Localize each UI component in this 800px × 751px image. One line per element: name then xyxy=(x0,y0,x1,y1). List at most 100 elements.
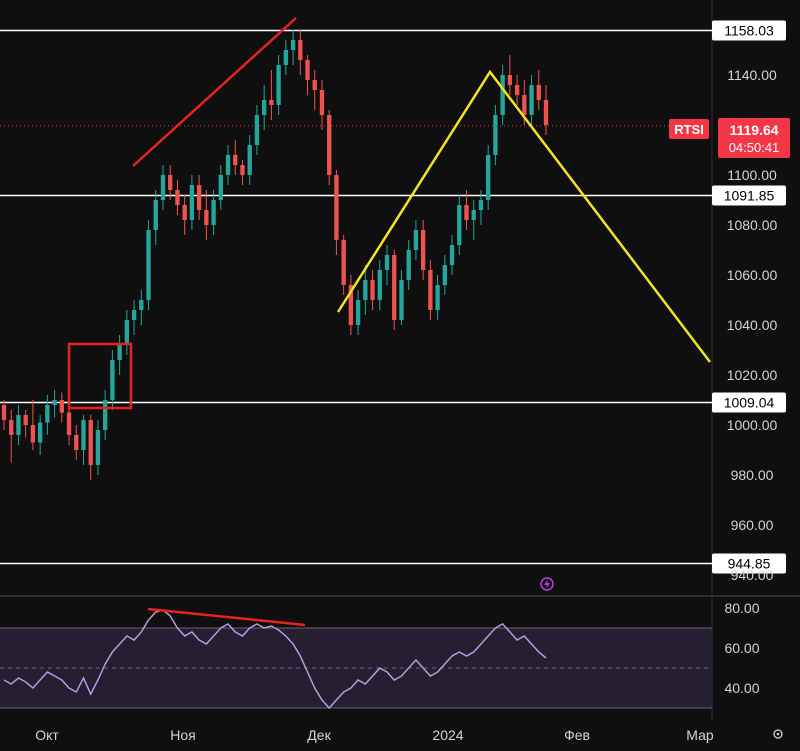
candle-body xyxy=(88,420,93,465)
alert-icon[interactable] xyxy=(540,577,554,591)
level-label: 944.85 xyxy=(728,556,771,572)
candle-body xyxy=(168,175,173,190)
price-tag-bg xyxy=(718,118,790,158)
candle-body xyxy=(182,205,187,220)
candle-body xyxy=(189,185,195,220)
candle-body xyxy=(23,415,28,425)
candle-body xyxy=(478,200,484,210)
candle-body xyxy=(261,100,267,115)
candle-body xyxy=(406,250,411,280)
settings-icon[interactable] xyxy=(773,729,783,739)
candle-body xyxy=(399,280,404,320)
price-tick-label: 1020.00 xyxy=(727,367,778,383)
candle-body xyxy=(507,75,513,85)
price-tick-label: 960.00 xyxy=(731,517,774,533)
candle-body xyxy=(522,95,527,115)
candle-body xyxy=(428,270,433,310)
candle-body xyxy=(341,240,346,285)
price-tick-label: 1140.00 xyxy=(727,67,777,83)
last-price-label: 1119.64 xyxy=(729,122,778,138)
candle-body xyxy=(348,285,354,325)
level-label-bg xyxy=(712,553,786,574)
symbol-tag-label: RTSI xyxy=(674,122,704,137)
candle-body xyxy=(420,230,426,270)
candle-body xyxy=(74,435,79,450)
candle-body xyxy=(153,200,158,230)
candle-body xyxy=(110,360,115,400)
candle-body xyxy=(327,115,332,175)
candle-body xyxy=(45,405,50,423)
rsi-band xyxy=(0,627,712,709)
candle-body xyxy=(370,280,375,300)
rsi-tick-label: 40.00 xyxy=(724,680,759,696)
candle-body xyxy=(319,90,325,115)
level-label-bg xyxy=(712,20,786,41)
candle-body xyxy=(269,100,274,105)
candle-body xyxy=(225,155,231,175)
price-tick-label: 1100.00 xyxy=(727,167,777,183)
candle-body xyxy=(283,50,289,65)
price-tick-label: 1000.00 xyxy=(727,417,778,433)
candle-body xyxy=(486,155,491,200)
level-label: 1091.85 xyxy=(724,188,775,204)
time-tick-label: Ноя xyxy=(170,727,195,743)
level-label-bg xyxy=(712,185,786,206)
price-tick-label: 1040.00 xyxy=(727,317,778,333)
candle-body xyxy=(514,85,520,95)
candle-body xyxy=(117,345,122,360)
candle-body xyxy=(536,85,541,100)
candle-body xyxy=(254,115,260,145)
rsi-tick-label: 80.00 xyxy=(724,600,759,616)
rsi-indicator xyxy=(3,609,547,710)
price-trend-line-red xyxy=(132,17,297,167)
candle-body xyxy=(493,115,498,155)
candle-body xyxy=(543,100,549,125)
candle-body xyxy=(529,85,534,115)
candle-body xyxy=(1,405,7,420)
candle-body xyxy=(9,420,14,435)
candle-body xyxy=(240,165,245,175)
level-label-bg xyxy=(712,392,786,413)
candle-body xyxy=(81,420,86,450)
candle-body xyxy=(211,200,216,225)
countdown-label: 04:50:41 xyxy=(729,140,780,155)
candle-body xyxy=(363,280,368,300)
price-tick-label: 1080.00 xyxy=(727,217,778,233)
candle-body xyxy=(131,310,137,320)
candle-body xyxy=(146,230,151,300)
level-label: 1158.03 xyxy=(724,23,774,39)
candle-body xyxy=(160,175,166,200)
candle-body xyxy=(457,205,462,245)
candle-body xyxy=(204,210,209,225)
candle-body xyxy=(290,40,296,50)
candles xyxy=(1,30,549,480)
candle-body xyxy=(413,230,419,250)
price-tick-label: 980.00 xyxy=(731,467,774,483)
horizontal-levels[interactable]: 1158.03 1091.85 1009.04 944.85 xyxy=(0,20,786,574)
rsi-tick-label: 60.00 xyxy=(724,640,759,656)
candle-body xyxy=(464,205,469,220)
candle-body xyxy=(37,422,43,443)
level-label: 1009.04 xyxy=(724,395,775,411)
candle-body xyxy=(276,65,281,105)
candle-body xyxy=(334,175,339,240)
candle-body xyxy=(392,255,397,320)
rsi-divergence-line xyxy=(147,607,306,627)
price-tick-label: 940.00 xyxy=(731,567,774,583)
time-tick-label: Фев xyxy=(564,727,590,743)
drawing-annotations[interactable] xyxy=(67,17,711,627)
candle-body xyxy=(103,400,108,430)
candle-body xyxy=(66,412,72,435)
candle-body xyxy=(355,300,361,325)
candle-body xyxy=(16,415,21,435)
rsi-axis-ticks: 80.00 60.00 40.00 xyxy=(724,600,759,696)
candle-body xyxy=(312,80,317,90)
candle-body xyxy=(233,155,238,165)
candle-body xyxy=(124,320,130,345)
candle-body xyxy=(196,185,202,210)
symbol-tag-bg xyxy=(669,119,709,139)
candle-body xyxy=(52,400,57,405)
yellow-projection-line xyxy=(336,69,711,363)
